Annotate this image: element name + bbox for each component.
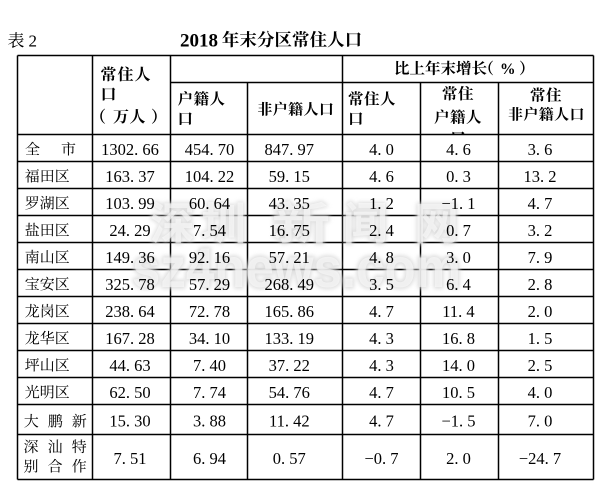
- svg-text:1302. 66: 1302. 66: [101, 140, 159, 159]
- svg-text:%: %: [500, 61, 516, 78]
- svg-text:7. 40: 7. 40: [193, 356, 226, 375]
- svg-text:37. 22: 37. 22: [269, 356, 310, 375]
- svg-text:0. 7: 0. 7: [446, 221, 471, 240]
- svg-text:4. 3: 4. 3: [369, 329, 394, 348]
- svg-text:15. 30: 15. 30: [109, 411, 150, 430]
- svg-text:54. 76: 54. 76: [269, 383, 310, 402]
- svg-text:60. 64: 60. 64: [189, 194, 230, 213]
- svg-text:44. 63: 44. 63: [109, 356, 150, 375]
- svg-text:−1. 5: −1. 5: [441, 411, 475, 430]
- svg-text:14. 0: 14. 0: [442, 356, 475, 375]
- svg-text:34. 10: 34. 10: [189, 329, 230, 348]
- svg-text:3. 6: 3. 6: [528, 140, 553, 159]
- svg-text:57. 29: 57. 29: [189, 275, 230, 294]
- svg-text:0. 57: 0. 57: [273, 449, 306, 468]
- svg-text:2. 4: 2. 4: [369, 221, 394, 240]
- svg-text:167. 28: 167. 28: [105, 329, 155, 348]
- svg-text:847. 97: 847. 97: [265, 140, 315, 159]
- svg-text:59. 15: 59. 15: [269, 167, 310, 186]
- svg-text:268. 49: 268. 49: [265, 275, 315, 294]
- svg-text:104. 22: 104. 22: [185, 167, 235, 186]
- svg-text:3. 0: 3. 0: [446, 248, 471, 267]
- svg-text:92. 16: 92. 16: [189, 248, 230, 267]
- svg-text:7. 54: 7. 54: [193, 221, 226, 240]
- svg-text:43. 35: 43. 35: [269, 194, 310, 213]
- svg-text:2. 0: 2. 0: [446, 449, 471, 468]
- svg-text:7. 51: 7. 51: [114, 449, 147, 468]
- svg-text:4. 8: 4. 8: [369, 248, 394, 267]
- svg-text:325. 78: 325. 78: [105, 275, 155, 294]
- svg-text:238. 64: 238. 64: [105, 302, 155, 321]
- svg-text:3. 2: 3. 2: [528, 221, 553, 240]
- svg-text:sz4news.com: sz4news.com: [132, 236, 461, 299]
- svg-text:133. 19: 133. 19: [265, 329, 315, 348]
- svg-text:7. 74: 7. 74: [193, 383, 226, 402]
- svg-text:7. 9: 7. 9: [528, 248, 553, 267]
- svg-text:103. 99: 103. 99: [105, 194, 155, 213]
- svg-text:1. 2: 1. 2: [369, 194, 394, 213]
- svg-text:16. 8: 16. 8: [442, 329, 475, 348]
- svg-text:62. 50: 62. 50: [109, 383, 150, 402]
- svg-text:6. 4: 6. 4: [446, 275, 471, 294]
- svg-text:4. 7: 4. 7: [528, 194, 553, 213]
- svg-text:4. 6: 4. 6: [446, 140, 471, 159]
- svg-text:57. 21: 57. 21: [269, 248, 310, 267]
- svg-text:2. 0: 2. 0: [528, 302, 553, 321]
- svg-text:149. 36: 149. 36: [105, 248, 155, 267]
- svg-text:2. 8: 2. 8: [528, 275, 553, 294]
- svg-text:2018: 2018: [180, 31, 218, 52]
- svg-text:4. 3: 4. 3: [369, 356, 394, 375]
- svg-text:4. 0: 4. 0: [528, 383, 553, 402]
- svg-text:7. 0: 7. 0: [528, 411, 553, 430]
- svg-text:4. 7: 4. 7: [369, 302, 394, 321]
- svg-text:−0. 7: −0. 7: [364, 449, 398, 468]
- svg-text:−1. 1: −1. 1: [441, 194, 475, 213]
- svg-text:sz4news.com: sz4news.com: [132, 236, 461, 299]
- svg-text:4. 0: 4. 0: [369, 140, 394, 159]
- svg-text:6. 94: 6. 94: [193, 449, 226, 468]
- svg-text:3. 88: 3. 88: [193, 411, 226, 430]
- svg-text:4. 6: 4. 6: [369, 167, 394, 186]
- svg-text:−24. 7: −24. 7: [519, 449, 561, 468]
- svg-text:13. 2: 13. 2: [524, 167, 557, 186]
- svg-text:4. 7: 4. 7: [369, 411, 394, 430]
- svg-text:10. 5: 10. 5: [442, 383, 475, 402]
- svg-text:11. 4: 11. 4: [442, 302, 474, 321]
- svg-text:4. 7: 4. 7: [369, 383, 394, 402]
- svg-text:24. 29: 24. 29: [109, 221, 150, 240]
- svg-text:16. 75: 16. 75: [269, 221, 310, 240]
- svg-text:163. 37: 163. 37: [105, 167, 155, 186]
- svg-text:72. 78: 72. 78: [189, 302, 230, 321]
- svg-text:2. 5: 2. 5: [528, 356, 553, 375]
- svg-text:165. 86: 165. 86: [265, 302, 315, 321]
- svg-text:0. 3: 0. 3: [446, 167, 471, 186]
- svg-text:11. 42: 11. 42: [269, 411, 310, 430]
- svg-text:454. 70: 454. 70: [185, 140, 235, 159]
- svg-text:2: 2: [29, 32, 38, 51]
- svg-text:1. 5: 1. 5: [528, 329, 553, 348]
- svg-text:3. 5: 3. 5: [369, 275, 394, 294]
